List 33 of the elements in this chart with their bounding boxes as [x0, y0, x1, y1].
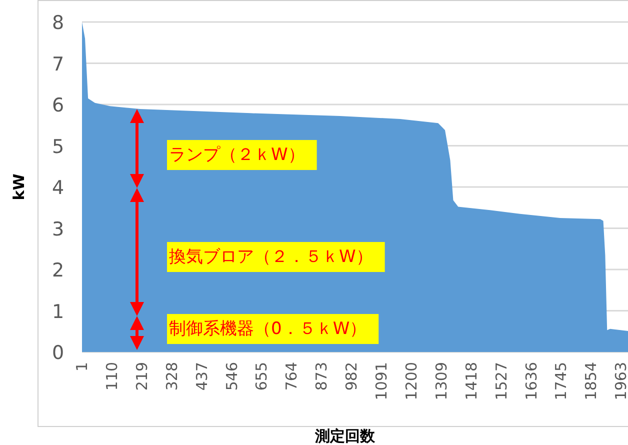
x-tick-label: 1418 — [462, 362, 480, 400]
y-tick-label: 6 — [52, 94, 64, 116]
x-tick-label: 873 — [312, 362, 331, 391]
x-tick-label: 1 — [73, 362, 91, 372]
y-tick-label: 1 — [52, 300, 64, 323]
x-tick-label: 655 — [252, 362, 271, 391]
x-tick-label: 437 — [192, 362, 211, 391]
x-tick-label: 1091 — [372, 362, 391, 400]
y-tick-label: 3 — [52, 218, 64, 240]
x-tick-label: 110 — [102, 362, 121, 391]
x-tick-label: 1636 — [522, 362, 540, 400]
x-tick-label: 982 — [342, 362, 361, 391]
y-tick-label: 2 — [52, 260, 64, 282]
x-axis-title: 測定回数 — [314, 427, 376, 445]
annotation: 制御系機器（0．５ｋW） — [169, 319, 367, 339]
x-tick-label: 1745 — [552, 362, 570, 400]
y-tick-label: 0 — [52, 342, 64, 364]
annotation: ランプ（２ｋW） — [169, 145, 305, 165]
y-tick-label: 8 — [52, 12, 64, 34]
x-tick-label: 1309 — [432, 362, 450, 400]
x-tick-label: 1963 — [612, 362, 628, 400]
x-tick-label: 1200 — [402, 362, 420, 400]
x-tick-label: 328 — [162, 362, 181, 391]
x-tick-label: 1527 — [492, 362, 510, 400]
y-tick-label: 4 — [52, 177, 64, 199]
x-tick-label: 1854 — [582, 362, 600, 400]
y-tick-label: 5 — [52, 136, 64, 158]
x-tick-label: 764 — [282, 362, 301, 391]
x-tick-label: 546 — [222, 362, 241, 391]
x-tick-label: 219 — [132, 362, 151, 391]
y-tick-label: 7 — [52, 53, 64, 76]
y-axis-title: kW — [10, 173, 28, 200]
annotation: 換気ブロア（２．５ｋW） — [169, 247, 373, 267]
